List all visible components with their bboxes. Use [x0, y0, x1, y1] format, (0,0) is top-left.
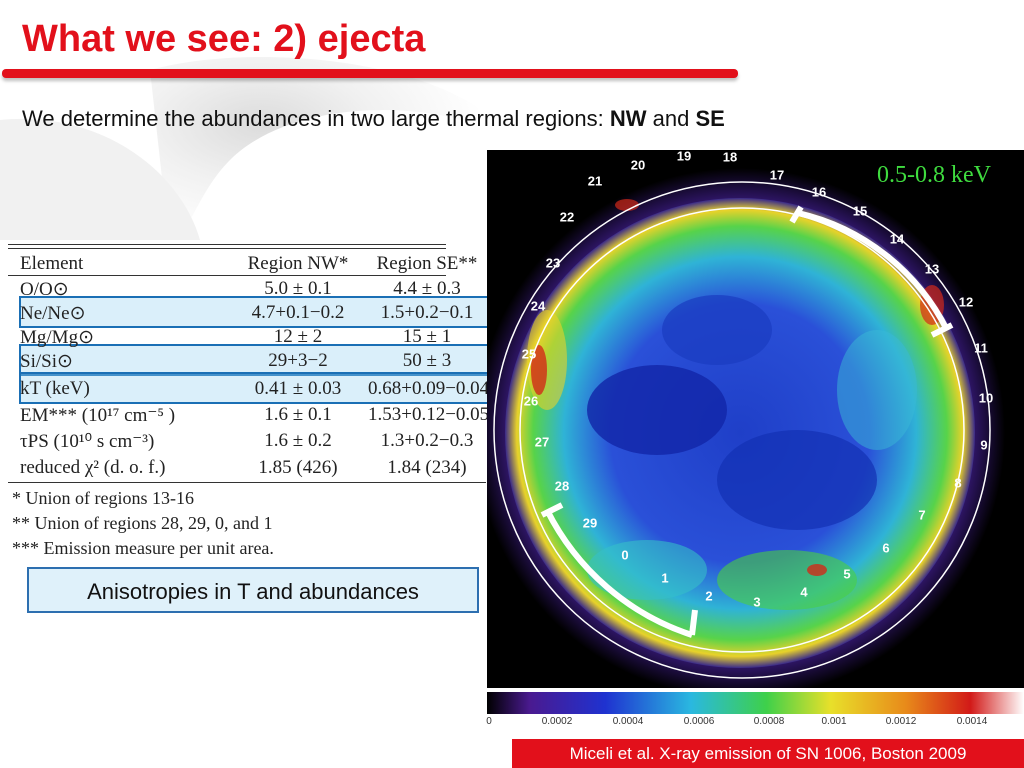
table-top-rule-2: [8, 248, 446, 249]
cell-element: EM*** (10¹⁷ cm⁻⁵ ): [20, 405, 176, 426]
cell-element: τPS (10¹⁰ s cm⁻³): [20, 431, 155, 452]
region-label: 14: [889, 231, 905, 247]
region-label: 18: [722, 149, 738, 165]
table-row: Si/Si⊙ 29+3−2 50 ± 3: [8, 350, 486, 372]
cell-se: 1.84 (234): [387, 457, 467, 478]
region-label: 12: [958, 294, 974, 310]
energy-band-label: 0.5-0.8 keV: [877, 162, 991, 188]
xray-map-image: [475, 168, 1005, 698]
colorbar-tick: 0.0006: [683, 716, 715, 727]
region-label: 9: [980, 437, 988, 453]
colorbar-tick: 0.0008: [753, 716, 785, 727]
region-label: 1: [661, 570, 669, 586]
region-label: 26: [523, 393, 539, 409]
region-label: 20: [630, 157, 646, 173]
region-label: 4: [800, 584, 808, 600]
cell-nw: 1.6 ± 0.2: [264, 430, 332, 451]
region-label: 15: [852, 203, 868, 219]
region-label: 17: [769, 167, 785, 183]
cell-nw: 5.0 ± 0.1: [264, 278, 332, 299]
footnote-2: ** Union of regions 28, 29, 0, and 1: [12, 513, 273, 533]
region-label: 23: [545, 255, 561, 271]
table-row: Ne/Ne⊙ 4.7+0.1−0.2 1.5+0.2−0.1: [8, 302, 486, 324]
table-row: EM*** (10¹⁷ cm⁻⁵ ) 1.6 ± 0.1 1.53+0.12−0…: [8, 404, 490, 426]
region-label: 25: [521, 346, 537, 362]
region-label: 29: [582, 515, 598, 531]
cell-se: 1.53+0.12−0.05: [368, 404, 490, 425]
table-row: τPS (10¹⁰ s cm⁻³) 1.6 ± 0.2 1.3+0.2−0.3: [8, 430, 486, 452]
table-header-rule: [8, 275, 446, 276]
cell-nw: 1.6 ± 0.1: [264, 404, 332, 425]
cell-element: kT (keV): [20, 378, 90, 399]
cell-element: reduced χ² (d. o. f.): [20, 457, 166, 478]
region-label: 16: [811, 184, 827, 200]
colorbar-tick: 0.0004: [612, 716, 644, 727]
header-region-se: Region SE**: [376, 253, 478, 274]
slide-subtitle: We determine the abundances in two large…: [22, 106, 725, 132]
cell-nw: 12 ± 2: [273, 326, 323, 347]
footnote-1: * Union of regions 13-16: [12, 488, 194, 508]
colorbar-tick: 0.0012: [885, 716, 917, 727]
title-underline: [2, 69, 738, 78]
cell-se: 50 ± 3: [402, 350, 452, 371]
cell-se: 15 ± 1: [402, 326, 452, 347]
highlight-kt-row: [19, 372, 493, 404]
region-label: 7: [918, 507, 926, 523]
region-label: 5: [843, 566, 851, 582]
region-label: 13: [924, 261, 940, 277]
header-element: Element: [20, 253, 84, 274]
cell-element: Ne/Ne⊙: [20, 303, 86, 324]
cell-se: 4.4 ± 0.3: [393, 278, 461, 299]
region-label: 24: [530, 298, 546, 314]
table-row: O/O⊙ 5.0 ± 0.1 4.4 ± 0.3: [8, 278, 486, 300]
citation-footer: Miceli et al. X-ray emission of SN 1006,…: [512, 739, 1024, 768]
colorbar: [487, 692, 1024, 714]
table-top-rule: [8, 244, 446, 245]
cell-nw: 1.85 (426): [258, 457, 338, 478]
table-bottom-rule: [8, 482, 486, 483]
region-label: 2: [705, 588, 713, 604]
region-label: 3: [753, 594, 761, 610]
region-label: 21: [587, 173, 603, 189]
table-row: Mg/Mg⊙ 12 ± 2 15 ± 1: [8, 326, 486, 348]
cell-element: Si/Si⊙: [20, 351, 73, 372]
region-label: 22: [559, 209, 575, 225]
region-label: 19: [676, 148, 692, 164]
table-row: reduced χ² (d. o. f.) 1.85 (426) 1.84 (2…: [8, 457, 486, 479]
cell-element: O/O⊙: [20, 279, 69, 300]
region-label: 0: [621, 547, 629, 563]
cell-element: Mg/Mg⊙: [20, 327, 94, 348]
subtitle-se: SE: [695, 106, 725, 131]
xray-map: 0.5-0.8 keV 0 1 2 3 4 5 6 7 8 9 10 11 12…: [475, 148, 1024, 698]
region-label: 28: [554, 478, 570, 494]
slide-title: What we see: 2) ejecta: [22, 18, 426, 60]
cell-se: 0.68+0.09−0.04: [368, 378, 490, 399]
highlight-si-row: [19, 344, 493, 376]
region-label: 11: [974, 340, 988, 356]
colorbar-tick: 0.0014: [956, 716, 988, 727]
cell-se: 1.3+0.2−0.3: [380, 430, 474, 451]
highlight-ne-row: [19, 296, 493, 328]
header-region-nw: Region NW*: [247, 253, 349, 274]
colorbar-tick: 0.001: [821, 716, 847, 727]
table-header-row: Element Region NW* Region SE**: [8, 253, 486, 275]
cell-nw: 0.41 ± 0.03: [254, 378, 342, 399]
region-label: 8: [954, 475, 962, 491]
cell-se: 1.5+0.2−0.1: [380, 302, 474, 323]
subtitle-text: We determine the abundances in two large…: [22, 106, 604, 131]
subtitle-and: and: [652, 106, 690, 131]
anisotropies-callout: Anisotropies in T and abundances: [27, 567, 479, 613]
region-label: 6: [882, 540, 890, 556]
footnote-3: *** Emission measure per unit area.: [12, 538, 274, 558]
cell-nw: 4.7+0.1−0.2: [251, 302, 345, 323]
region-label: 27: [534, 434, 550, 450]
region-label: 10: [978, 390, 994, 406]
colorbar-tick: 0: [486, 716, 492, 727]
colorbar-ticks: 0 0.0002 0.0004 0.0006 0.0008 0.001 0.00…: [486, 716, 1024, 732]
colorbar-tick: 0.0002: [541, 716, 573, 727]
subtitle-nw: NW: [609, 106, 647, 131]
table-row: kT (keV) 0.41 ± 0.03 0.68+0.09−0.04: [8, 378, 490, 400]
cell-nw: 29+3−2: [268, 350, 328, 371]
